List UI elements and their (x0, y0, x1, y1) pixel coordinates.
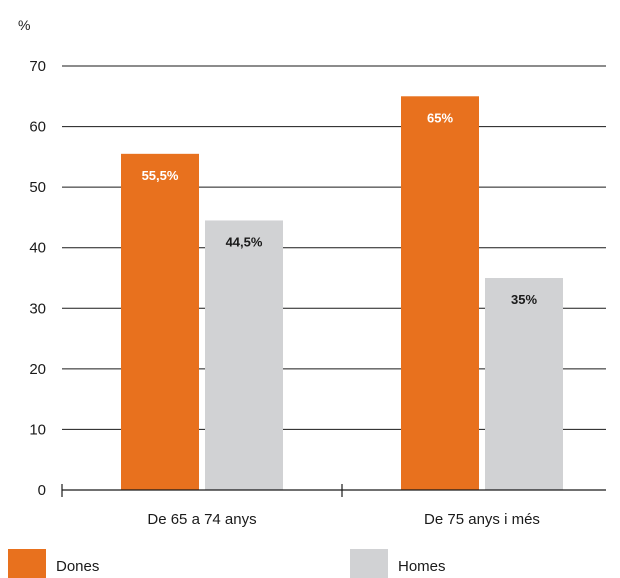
y-tick-label: 60 (29, 119, 46, 136)
bar-dones-1 (121, 153, 199, 491)
legend-label-dones: Dones (56, 558, 99, 575)
x-category-label: De 65 a 74 anys (147, 511, 256, 528)
y-tick-label: 20 (29, 361, 46, 378)
data-label: 44,5% (226, 234, 263, 249)
x-axis (61, 484, 606, 497)
legend-swatch-dones (8, 549, 46, 578)
y-tick-label: 30 (29, 300, 46, 317)
legend: Dones Homes (8, 549, 446, 578)
bar-homes-1 (205, 220, 283, 490)
y-unit-label: % (18, 17, 30, 33)
x-category-label: De 75 anys i més (424, 511, 540, 528)
x-axis-category-labels: De 65 a 74 anys De 75 anys i més (147, 511, 540, 528)
y-axis-tick-labels: 0 10 20 30 40 50 60 70 (29, 58, 46, 499)
legend-label-homes: Homes (398, 558, 446, 575)
bar-homes-2 (485, 278, 563, 490)
data-label: 65% (427, 110, 453, 125)
bar-dones-2 (401, 96, 479, 491)
y-tick-label: 0 (38, 482, 46, 499)
data-label: 55,5% (142, 168, 179, 183)
y-tick-label: 10 (29, 421, 46, 438)
y-tick-label: 40 (29, 240, 46, 257)
data-label: 35% (511, 292, 537, 307)
y-tick-label: 50 (29, 179, 46, 196)
bars: 55,5% 44,5% 65% 35% (121, 96, 563, 491)
y-tick-label: 70 (29, 58, 46, 75)
legend-swatch-homes (350, 549, 388, 578)
